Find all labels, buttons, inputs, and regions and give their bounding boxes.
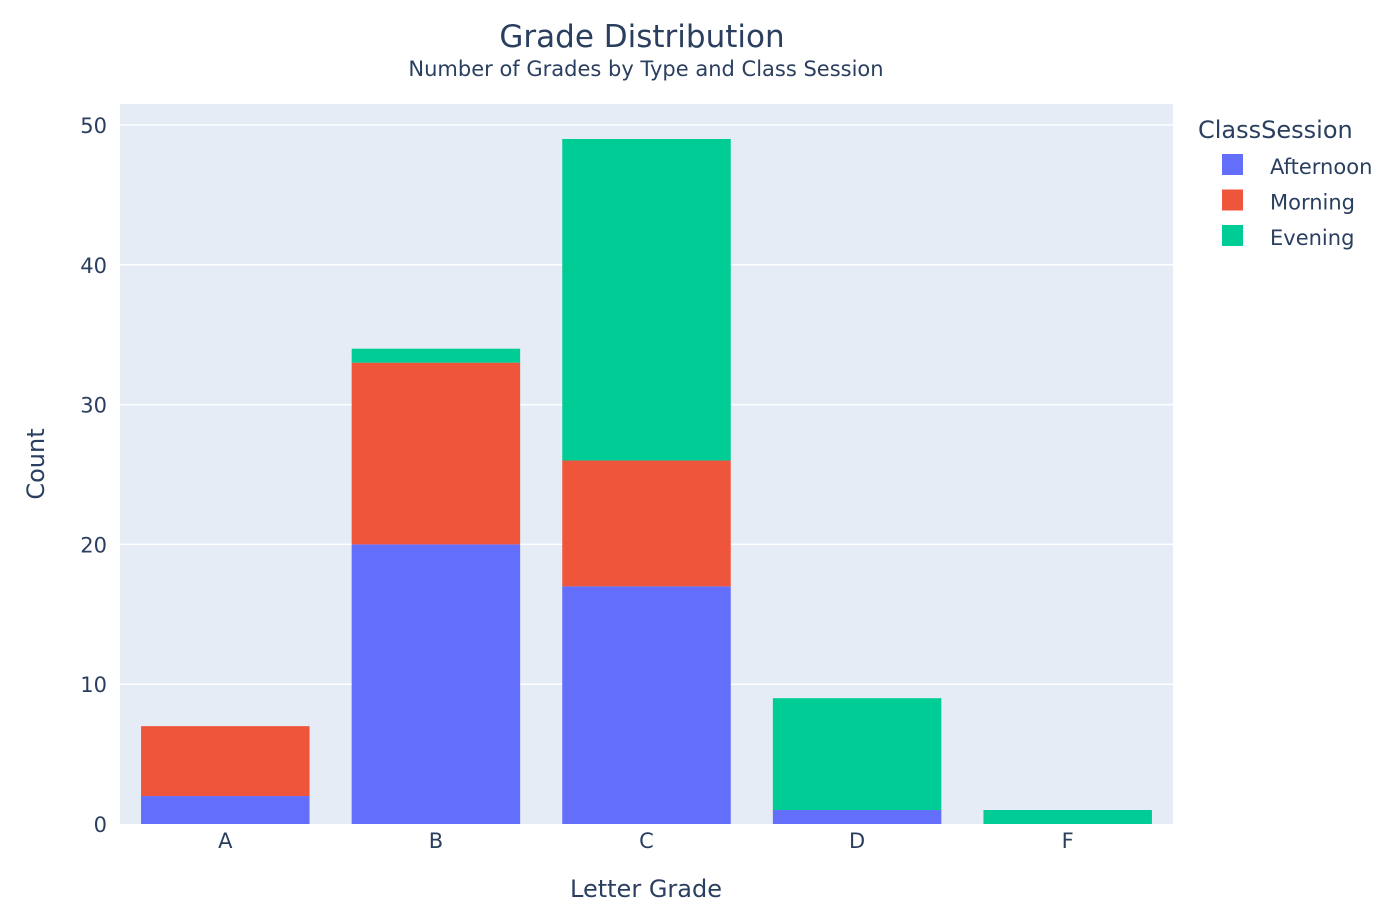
bar-afternoon-d[interactable] xyxy=(772,810,942,824)
legend-item-morning[interactable]: Morning xyxy=(1222,189,1355,215)
y-tick-label: 40 xyxy=(80,254,107,278)
x-tick-label: C xyxy=(639,829,654,853)
chart-title: Grade Distribution xyxy=(499,19,784,55)
x-tick-label: D xyxy=(849,829,865,853)
legend-label: Morning xyxy=(1270,191,1355,215)
bar-evening-d[interactable] xyxy=(772,698,942,811)
bar-afternoon-a[interactable] xyxy=(141,796,310,824)
y-tick-label: 30 xyxy=(80,394,107,418)
bars xyxy=(141,138,1152,824)
legend-swatch xyxy=(1222,154,1243,175)
legend-label: Evening xyxy=(1270,226,1354,250)
legend-swatch xyxy=(1222,225,1243,246)
y-tick-label: 10 xyxy=(80,673,107,697)
legend-label: Afternoon xyxy=(1270,155,1372,179)
y-axis-ticks: 0 10 20 30 40 50 xyxy=(80,114,107,837)
legend-title: ClassSession xyxy=(1198,116,1353,144)
x-tick-label: A xyxy=(218,829,233,853)
y-tick-label: 20 xyxy=(80,533,107,557)
legend-items[interactable]: Afternoon Morning Evening xyxy=(1222,154,1372,250)
bar-afternoon-b[interactable] xyxy=(351,544,521,824)
x-tick-label: F xyxy=(1062,829,1074,853)
bar-evening-c[interactable] xyxy=(562,138,731,461)
bar-morning-b[interactable] xyxy=(351,362,521,545)
legend-item-afternoon[interactable]: Afternoon xyxy=(1222,154,1372,179)
y-tick-label: 50 xyxy=(80,114,107,138)
x-tick-label: B xyxy=(429,829,443,853)
chart-subtitle: Number of Grades by Type and Class Sessi… xyxy=(408,57,883,81)
legend-item-evening[interactable]: Evening xyxy=(1222,225,1354,250)
y-axis-label: Count xyxy=(22,428,50,499)
bar-morning-a[interactable] xyxy=(141,726,310,797)
bar-evening-f[interactable] xyxy=(983,810,1152,824)
bar-morning-c[interactable] xyxy=(562,460,731,587)
y-tick-label: 0 xyxy=(94,813,107,837)
legend[interactable]: ClassSession Afternoon Morning Evening xyxy=(1198,116,1372,250)
bar-afternoon-c[interactable] xyxy=(562,586,731,824)
legend-swatch xyxy=(1222,189,1243,211)
bar-evening-b[interactable] xyxy=(351,348,521,363)
x-axis-label: Letter Grade xyxy=(570,875,722,903)
